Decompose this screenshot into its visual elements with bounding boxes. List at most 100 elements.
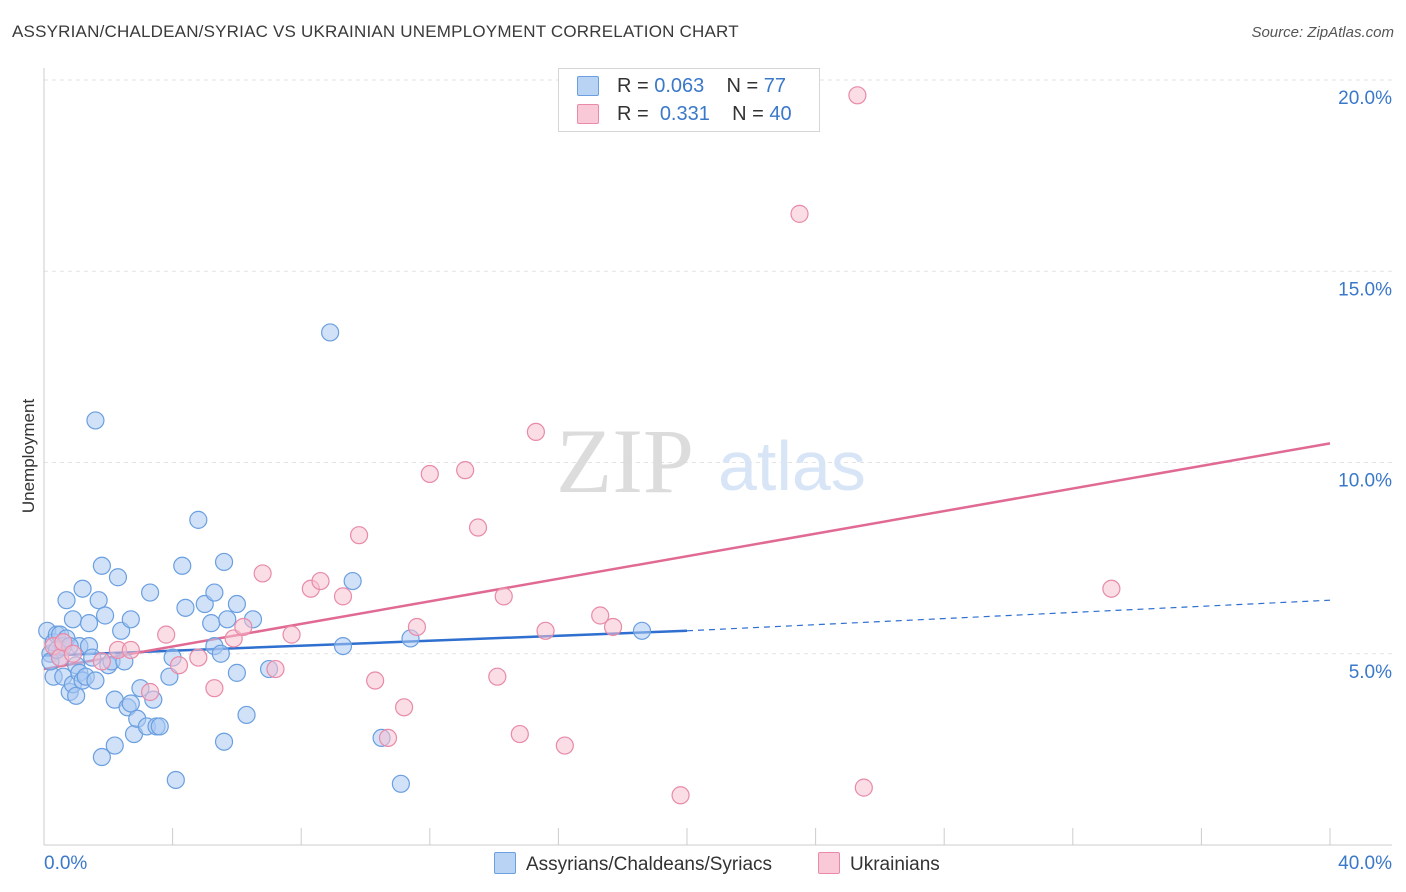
bottom-legend-assyrians: Assyrians/Chaldeans/Syriacs <box>494 852 772 876</box>
point-assyrian <box>121 610 140 629</box>
point-ukrainian <box>510 724 529 744</box>
point-assyrian <box>67 686 86 705</box>
point-ukrainian <box>205 679 224 698</box>
point-assyrian <box>79 614 99 633</box>
point-assyrian <box>108 568 128 587</box>
point-ukrainian <box>790 204 809 223</box>
point-assyrian <box>189 510 208 529</box>
point-ukrainian <box>394 698 414 717</box>
bottom-legend-swatch-blue <box>494 852 516 874</box>
point-ukrainian <box>671 786 690 805</box>
point-ukrainian <box>407 617 427 637</box>
y-axis-label: Unemployment <box>19 399 38 514</box>
bottom-legend-ukrainians: Ukrainians <box>818 852 940 876</box>
y-tick-label: 15.0% <box>1338 279 1392 300</box>
point-ukrainian <box>1102 579 1121 598</box>
point-ukrainian <box>140 682 160 702</box>
legend-swatch-blue <box>577 76 599 96</box>
point-assyrian <box>343 571 362 591</box>
watermark-zip: ZIP <box>556 410 694 512</box>
point-assyrian <box>95 606 115 625</box>
point-ukrainian <box>366 671 385 690</box>
point-ukrainian <box>420 464 439 484</box>
point-ukrainian <box>282 625 301 644</box>
point-assyrian <box>202 614 221 633</box>
watermark-atlas: atlas <box>718 427 866 505</box>
point-ukrainian <box>121 640 140 660</box>
legend-swatch-pink <box>577 104 599 124</box>
point-ukrainian <box>234 617 253 637</box>
point-ukrainian <box>456 461 475 480</box>
point-ukrainian <box>468 518 488 537</box>
source-label: Source: ZipAtlas.com <box>1251 24 1394 41</box>
point-assyrian <box>176 598 195 617</box>
point-ukrainian <box>63 644 83 663</box>
point-assyrian <box>105 736 124 755</box>
point-assyrian <box>205 583 224 602</box>
point-assyrian <box>237 705 256 725</box>
point-ukrainian <box>848 86 867 105</box>
point-ukrainian <box>603 617 623 637</box>
legend-r-value: 0.063 <box>654 75 705 97</box>
point-assyrian <box>63 610 83 629</box>
gridlines <box>44 79 1392 655</box>
point-ukrainian <box>333 587 353 606</box>
legend-r-label: R = <box>617 103 649 125</box>
axes <box>43 68 1392 846</box>
point-ukrainian <box>311 571 330 591</box>
point-ukrainian <box>266 659 285 679</box>
point-assyrian <box>321 323 340 342</box>
trend-line-assyrians-extension <box>686 599 1331 632</box>
legend-r-label: R = <box>617 75 649 97</box>
point-assyrian <box>89 591 108 610</box>
point-assyrian <box>140 583 160 602</box>
point-ukrainian <box>488 667 507 686</box>
legend-r-value: 0.331 <box>659 103 710 125</box>
legend-n-value: 40 <box>769 103 792 125</box>
point-ukrainian <box>526 422 545 441</box>
tick-labels: 5.0% 10.0% 15.0% 20.0% 0.0% 40.0% <box>44 88 1392 874</box>
legend-n-label: N = <box>726 75 759 97</box>
point-assyrian <box>391 774 410 793</box>
point-assyrian <box>86 411 105 430</box>
trend-line-assyrians <box>43 629 688 657</box>
point-assyrian <box>214 552 234 572</box>
x-tick-label-min: 0.0% <box>44 853 87 874</box>
point-ukrainian <box>157 625 176 644</box>
y-tick-label: 10.0% <box>1338 471 1392 492</box>
point-assyrian <box>92 747 111 767</box>
point-assyrian <box>333 636 353 656</box>
point-assyrian <box>86 671 105 690</box>
point-ukrainian <box>92 652 111 671</box>
legend-n-value: 77 <box>763 75 787 97</box>
point-assyrian <box>166 770 185 790</box>
point-assyrian <box>92 556 111 575</box>
legend-n-label: N = <box>732 103 764 125</box>
point-ukrainian <box>591 606 610 625</box>
point-assyrian <box>150 717 169 736</box>
point-assyrian <box>632 621 652 640</box>
point-ukrainian <box>494 587 513 606</box>
point-assyrian <box>227 594 246 614</box>
bottom-legend-label: Assyrians/Chaldeans/Syriacs <box>526 854 773 875</box>
x-tick-label-max: 40.0% <box>1338 853 1392 874</box>
data-points <box>38 86 1121 805</box>
point-assyrian <box>227 663 246 682</box>
point-assyrian <box>214 732 234 751</box>
trend-line-ukrainians <box>43 442 1331 671</box>
point-ukrainian <box>169 656 189 675</box>
point-ukrainian <box>555 736 574 755</box>
bottom-legend-label: Ukrainians <box>850 854 940 875</box>
point-assyrian <box>73 579 92 598</box>
point-ukrainian <box>854 778 873 797</box>
point-ukrainian <box>378 728 398 748</box>
point-assyrian <box>173 556 192 575</box>
y-tick-label: 5.0% <box>1349 662 1392 683</box>
y-tick-label: 20.0% <box>1338 88 1392 109</box>
point-assyrian <box>121 694 140 713</box>
correlation-legend: R = 0.063 N = 77 R = 0.331 N = 40 <box>558 68 820 132</box>
point-ukrainian <box>349 526 369 545</box>
bottom-legend-swatch-pink <box>818 852 840 874</box>
point-ukrainian <box>536 621 555 640</box>
